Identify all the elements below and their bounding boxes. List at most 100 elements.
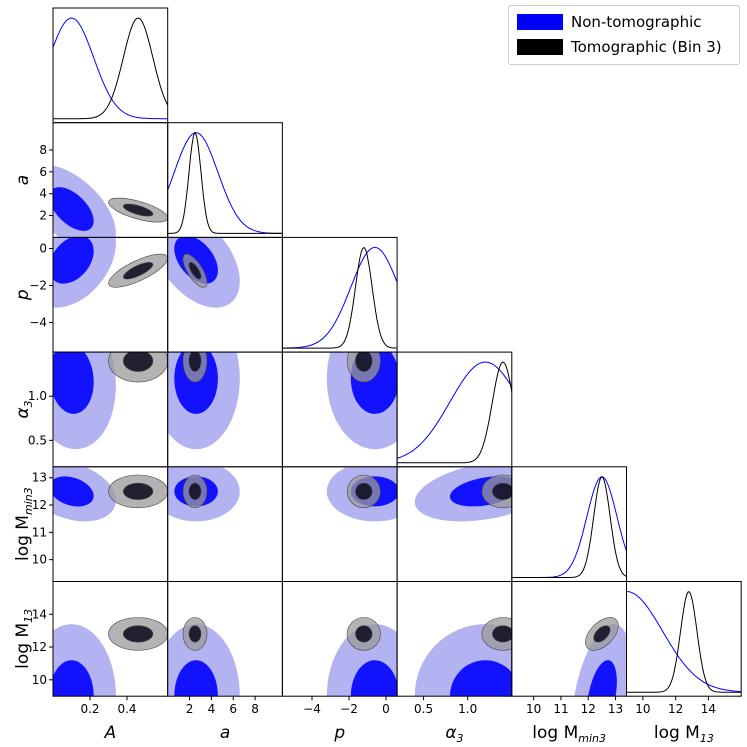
panel-p-vs-a: −4 −2 0 p [13,236,169,353]
legend-swatch-blue [517,14,563,30]
marginal-curve-tomographic-bin-3-p [282,246,398,349]
y-tick-label-log-m13: 10 [32,673,47,687]
y-tick-label-a: 6 [39,165,47,179]
contour-outer-non-tomographic-log-m13-vs-α3 [414,624,512,697]
y-axis-label-p: p [13,289,33,301]
panel-a-vs-a: 2 4 6 8 a [13,122,169,238]
legend-swatch-black [517,39,563,55]
contour-inner-tomographic-bin-3-log-m13-vs-log-mmin3 [593,625,611,643]
contour-inner-non-tomographic-log-mmin3-vs-a [53,476,94,507]
contour-inner-non-tomographic-α3-vs-a [53,352,94,414]
panel-α3-vs-a [167,351,283,468]
contour-outer-non-tomographic-log-m13-vs-a [53,624,116,697]
x-tick-label-log-mmin3: 11 [553,702,568,716]
panel-log-mmin3-vs-p [281,466,398,582]
x-tick-label-log-mmin3: 13 [608,702,623,716]
y-tick-label-log-mmin3: 11 [32,525,47,539]
marginal-curve-tomographic-bin-3-a [53,17,168,120]
panel-log-m13-vs-p: −4 −2 0 p [281,581,398,743]
y-axis-label-sub: 13 [22,609,35,623]
marginal-curve-tomographic-bin-3-a [167,131,283,234]
x-axis-label-sub: 13 [700,732,714,745]
legend-label-tomographic: Tomographic (Bin 3) [571,38,722,56]
contour-inner-tomographic-bin-3-α3-vs-p [355,352,373,372]
y-axis-label-main: a [13,175,33,185]
y-axis-label-sub: 3 [22,400,35,407]
x-axis-label-sub: min3 [578,732,606,745]
panel-α3-vs-p [281,351,398,468]
x-tick-label-a: 4 [208,702,216,716]
contour-inner-non-tomographic-a-vs-a [53,187,94,231]
contour-inner-tomographic-bin-3-log-m13-vs-a [123,625,154,643]
contour-inner-tomographic-bin-3-p-vs-a [188,262,202,280]
y-tick-label-log-m13: 14 [32,607,47,621]
marginal-curve-non-tomographic-α3 [397,361,512,459]
contour-inner-non-tomographic-log-m13-vs-log-mmin3 [586,660,617,697]
marginal-curve-tomographic-bin-3-α3 [397,361,512,464]
panel-log-mmin3-vs-α3 [396,466,513,582]
x-tick-label-a: 2 [186,702,194,716]
y-axis-label-sub: min3 [22,487,35,515]
x-axis-label-a: A [104,723,117,743]
contour-inner-tomographic-bin-3-log-mmin3-vs-p [355,482,373,500]
x-axis-label-log-mmin3: log Mmin3 [532,723,606,745]
x-tick-label-log-m13: 14 [701,702,716,716]
x-axis-label-main: A [104,723,117,743]
y-axis-label-main: log M [13,623,33,669]
legend-label-non-tomographic: Non-tomographic [571,13,702,31]
x-axis-label-main: p [333,723,345,743]
contour-inner-tomographic-bin-3-log-m13-vs-a [188,625,202,643]
contour-outer-non-tomographic-log-m13-vs-a [167,624,240,697]
y-tick-label-p: −2 [29,279,47,293]
x-axis-label-p: p [333,723,345,743]
x-tick-label-log-m13: 10 [635,702,650,716]
panel-a-vs-a [167,122,283,238]
contour-inner-tomographic-bin-3-log-m13-vs-α3 [492,625,512,643]
panel-log-mmin3-vs-a: 10 11 12 13 log Mmin3 [13,466,169,582]
contour-outer-non-tomographic-log-m13-vs-log-mmin3 [571,624,627,697]
y-axis-label-α3: α3 [13,400,35,418]
panel-a-vs-a [52,7,169,124]
contour-inner-tomographic-bin-3-log-m13-vs-p [355,625,373,643]
y-tick-label-log-mmin3: 12 [32,498,47,512]
y-tick-label-p: 0 [39,242,47,256]
contour-inner-tomographic-bin-3-α3-vs-a [188,352,202,372]
x-axis-label-main: a [220,723,230,743]
x-axis-label-α3: α3 [445,723,463,745]
panel-log-mmin3-vs-log-mmin3 [511,466,627,582]
panel-p-vs-p [281,236,398,353]
marginal-curve-tomographic-bin-3-log-mmin3 [511,476,627,578]
y-axis-label-log-mmin3: log Mmin3 [13,487,35,561]
contour-inner-tomographic-bin-3-log-mmin3-vs-a [188,482,202,500]
y-tick-label-log-mmin3: 13 [32,471,47,485]
x-tick-label-a: 0.4 [117,702,136,716]
y-tick-label-a: 4 [39,187,47,201]
contour-inner-tomographic-bin-3-log-mmin3-vs-α3 [492,482,512,500]
panel-frame [281,236,398,353]
y-axis-label-a: a [13,175,33,185]
panel-α3-vs-a: 0.51.0α3 [13,351,169,468]
legend-entry-tomographic: Tomographic (Bin 3) [517,37,722,57]
x-tick-label-a: 0.2 [80,702,99,716]
x-axis-label-log-m13: log M13 [654,723,714,745]
marginal-curve-non-tomographic-log-m13 [626,591,742,693]
panel-frame [52,7,169,124]
y-tick-label-α3: 1.0 [28,389,47,403]
contour-inner-non-tomographic-log-m13-vs-α3 [449,660,512,697]
x-axis-label-main: log M [654,723,700,743]
legend: Non-tomographic Tomographic (Bin 3) [508,5,740,65]
contour-inner-non-tomographic-log-m13-vs-a [53,660,94,697]
x-tick-label-p: 0 [382,702,390,716]
y-axis-label-main: p [13,289,33,301]
panel-α3-vs-α3 [396,351,513,468]
y-axis-label-log-m13: log M13 [13,609,35,669]
y-axis-label-main: α [13,407,33,418]
y-tick-label-a: 2 [39,209,47,223]
marginal-curve-non-tomographic-p [282,246,398,349]
x-tick-label-α3: 1.0 [458,702,477,716]
y-tick-label-log-m13: 12 [32,640,47,654]
